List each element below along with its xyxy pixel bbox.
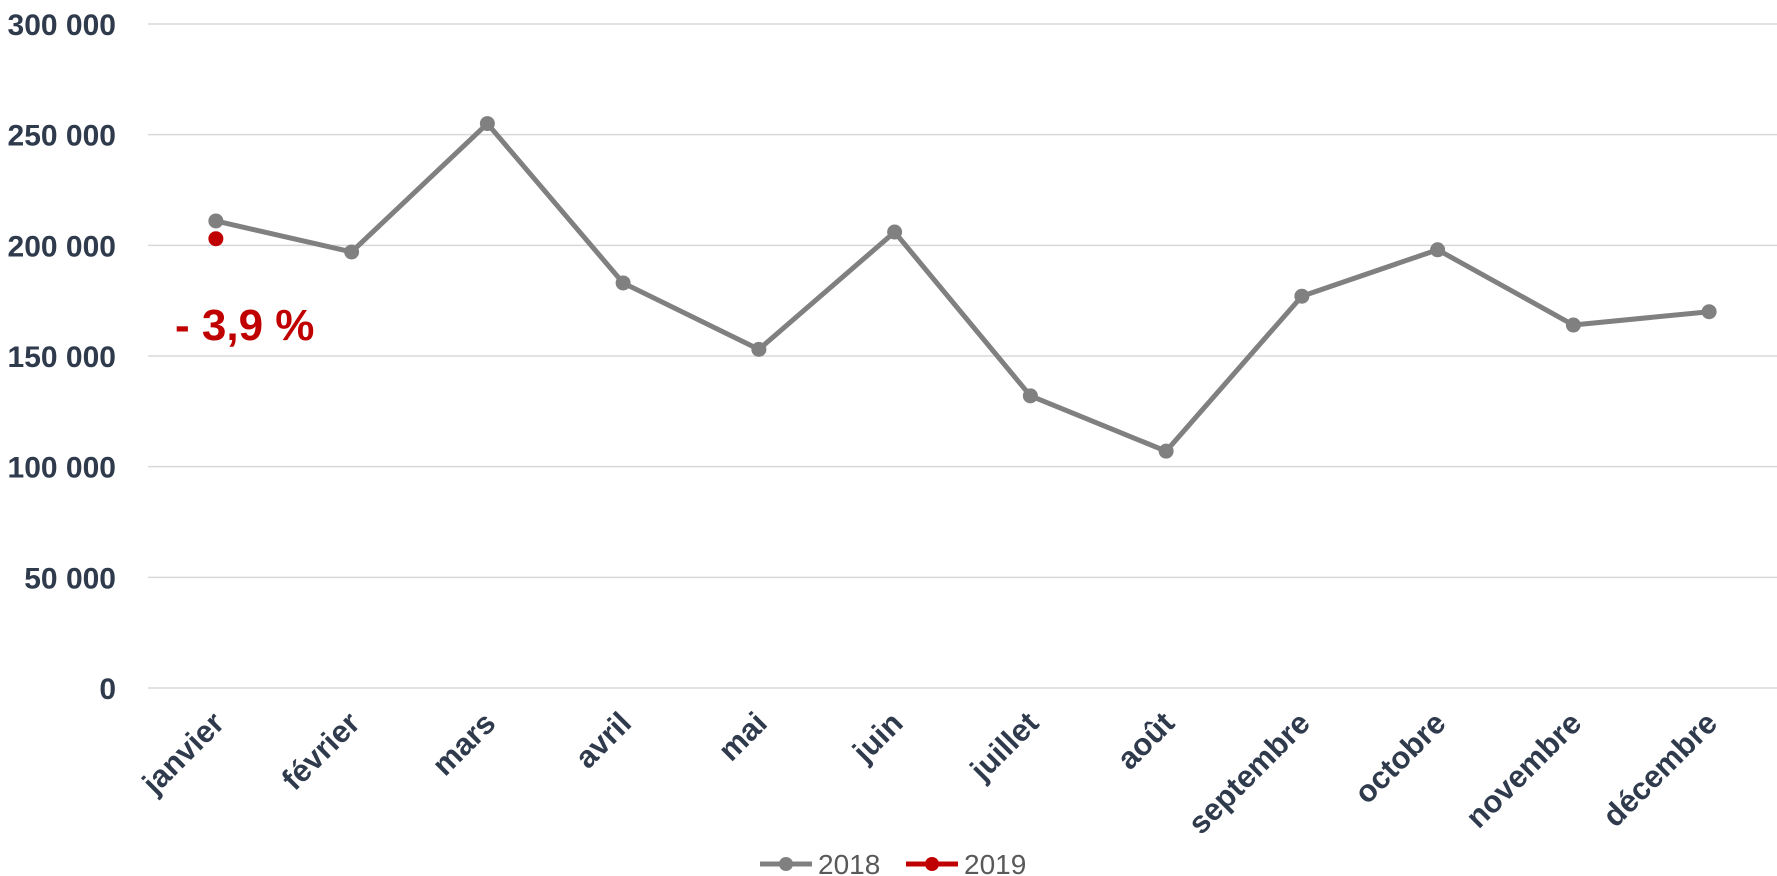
y-tick-label: 50 000 [24, 562, 116, 595]
data-point-2018 [1022, 388, 1038, 404]
x-axis-ticks: janvier février mars avril mai juin juillet aoû… [135, 705, 1724, 841]
legend-marker-2019 [925, 857, 939, 871]
x-tick-label: décembre [1596, 705, 1724, 833]
x-tick-label: octobre [1347, 705, 1452, 810]
series-line-2018 [215, 121, 1710, 454]
y-axis-ticks: 0 50 000 100 000 150 000 200 000 250 000 300 0… [8, 9, 116, 706]
legend-label-2018: 2018 [818, 849, 880, 876]
legend: 2018 2019 [760, 849, 1026, 876]
x-tick-label: septembre [1181, 705, 1317, 841]
x-tick-label: avril [568, 705, 638, 775]
data-point-2019 [208, 231, 224, 247]
x-tick-label: août [1110, 705, 1181, 776]
y-tick-label: 0 [99, 673, 116, 706]
y-tick-label: 150 000 [8, 341, 116, 374]
x-tick-label: novembre [1459, 705, 1589, 835]
x-tick-label: mai [711, 705, 774, 768]
data-point-2018 [344, 244, 360, 260]
y-tick-label: 250 000 [8, 120, 116, 153]
data-point-2018 [1430, 242, 1446, 258]
data-point-2018 [615, 275, 631, 291]
data-point-2018 [1294, 288, 1310, 304]
data-point-2018 [479, 116, 495, 132]
legend-marker-2018 [779, 857, 793, 871]
data-point-2018 [751, 341, 767, 357]
x-tick-label: janvier [135, 705, 231, 801]
gridlines [148, 23, 1777, 689]
x-tick-label: mars [425, 705, 502, 782]
data-point-2018 [1565, 317, 1581, 333]
y-tick-label: 300 000 [8, 9, 116, 42]
x-tick-label: juin [845, 705, 909, 769]
data-point-2018 [1701, 304, 1717, 320]
series-lines [208, 116, 1717, 459]
legend-label-2019: 2019 [964, 849, 1026, 876]
data-point-2018 [887, 224, 903, 240]
x-tick-label: février [275, 705, 367, 797]
y-tick-label: 200 000 [8, 230, 116, 263]
change-annotation: - 3,9 % [175, 301, 314, 350]
y-tick-label: 100 000 [8, 452, 116, 485]
data-point-2018 [208, 213, 224, 229]
x-tick-label: juillet [963, 705, 1046, 788]
data-point-2018 [1158, 443, 1174, 459]
